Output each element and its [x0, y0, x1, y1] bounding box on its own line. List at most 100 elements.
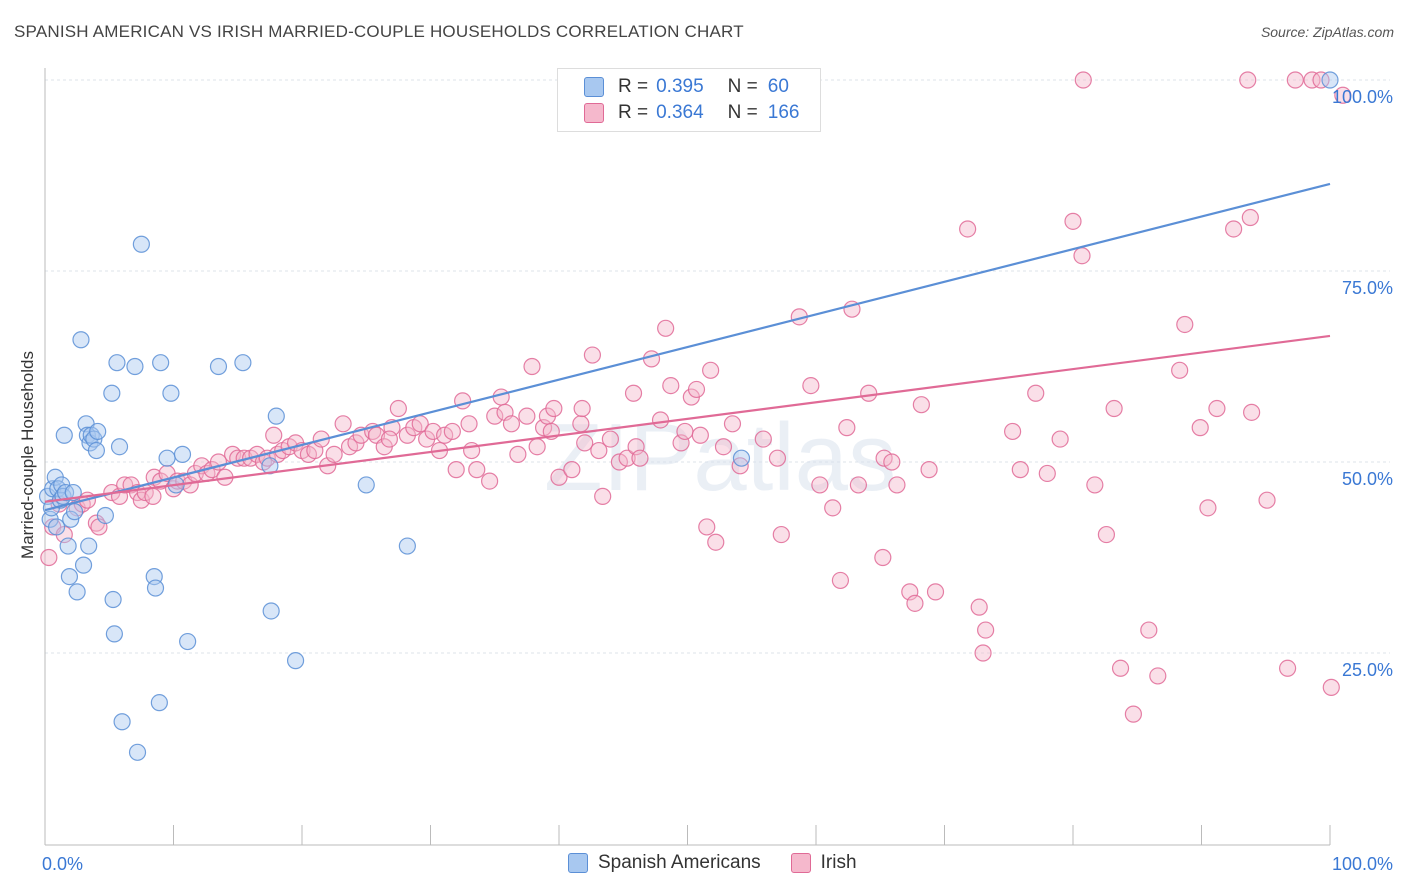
x-tick-label: 0.0%: [42, 854, 83, 874]
spanish-american-point: [72, 331, 90, 349]
irish-point: [1208, 399, 1226, 418]
spanish-american-point: [59, 537, 77, 555]
irish-point: [492, 388, 510, 406]
irish-point: [573, 399, 591, 418]
irish-point: [594, 487, 612, 505]
spanish-american-trend-line: [44, 182, 1331, 512]
irish-point: [563, 461, 581, 479]
legend-swatch-irish: [584, 103, 604, 123]
irish-point: [509, 445, 527, 463]
legend-label-irish: Irish: [820, 852, 857, 873]
irish-point: [714, 438, 733, 456]
irish-point: [888, 476, 906, 494]
spanish-american-point: [150, 694, 168, 712]
irish-point: [550, 468, 568, 486]
irish-point: [1140, 621, 1158, 639]
legend-label-spanish-americans: Spanish Americans: [598, 852, 761, 873]
irish-point: [698, 518, 716, 536]
legend-r-label: R =: [618, 102, 649, 123]
irish-point: [380, 430, 398, 448]
irish-point: [601, 430, 620, 448]
legend-item-irish[interactable]: Irish: [790, 852, 857, 874]
spanish-american-point: [74, 556, 93, 574]
irish-point: [691, 426, 709, 444]
irish-point: [1171, 361, 1189, 379]
spanish-american-point: [132, 235, 150, 253]
irish-point: [610, 453, 628, 471]
irish-point: [40, 548, 58, 567]
irish-point: [583, 346, 602, 364]
irish-point: [545, 399, 563, 418]
irish-point: [702, 361, 720, 379]
irish-trend-line: [44, 334, 1331, 503]
irish-point: [518, 407, 536, 425]
spanish-american-point: [55, 426, 73, 444]
spanish-american-point: [162, 384, 180, 402]
irish-point: [389, 399, 407, 418]
irish-point: [906, 594, 924, 612]
spanish-american-point: [158, 449, 176, 467]
irish-point: [1074, 71, 1092, 89]
irish-point: [468, 461, 486, 479]
irish-point: [1149, 667, 1167, 685]
spanish-american-point: [103, 384, 121, 402]
series-legend: Spanish Americans Irish: [568, 852, 887, 874]
irish-point: [874, 548, 892, 567]
legend-r-value: 0.395: [656, 76, 704, 97]
tick-labels: 25.0% 50.0% 75.0% 100.0% 0.0% 100.0%: [42, 87, 1393, 874]
irish-point: [447, 461, 465, 479]
irish-point: [1258, 491, 1276, 509]
irish-point: [811, 476, 829, 494]
axes: [44, 68, 1331, 846]
irish-point: [1176, 315, 1194, 334]
irish-point: [1278, 659, 1297, 677]
irish-point: [707, 533, 725, 551]
irish-point: [1086, 476, 1104, 494]
spanish-american-point: [398, 537, 416, 555]
irish-point: [1124, 705, 1142, 723]
x-tick-label: 100.0%: [1332, 854, 1393, 874]
legend-swatch-spanish-americans: [568, 853, 588, 873]
irish-point: [481, 472, 499, 490]
irish-point: [875, 449, 893, 467]
irish-point: [1111, 659, 1130, 677]
irish-point: [657, 319, 675, 337]
irish-point: [460, 415, 478, 433]
irish-point: [754, 430, 772, 448]
spanish-american-point: [146, 579, 165, 597]
y-tick-label: 100.0%: [1332, 87, 1393, 107]
legend-item-spanish-americans[interactable]: Spanish Americans: [568, 852, 761, 874]
y-axis-label: Married-couple Households: [18, 351, 37, 559]
irish-point: [849, 476, 868, 494]
irish-point: [1191, 419, 1209, 437]
irish-point: [528, 438, 546, 456]
legend-n-label: N =: [727, 76, 758, 97]
legend-n-value: 60: [767, 76, 789, 97]
irish-point: [1322, 678, 1340, 696]
irish-point: [920, 461, 938, 479]
irish-point: [838, 419, 856, 437]
spanish-american-points: [38, 71, 1339, 761]
spanish-american-point: [286, 652, 305, 670]
spanish-american-point: [96, 506, 114, 525]
spanish-american-point: [60, 567, 79, 586]
irish-point: [436, 426, 454, 444]
irish-point: [1038, 464, 1056, 483]
irish-point: [912, 396, 930, 414]
irish-point: [502, 415, 521, 433]
spanish-american-point: [105, 625, 123, 643]
irish-point: [1199, 499, 1217, 517]
irish-point: [723, 415, 742, 433]
irish-point: [631, 449, 649, 467]
source-label: Source: ZipAtlas.com: [1260, 24, 1394, 40]
irish-point: [772, 525, 790, 544]
spanish-american-point: [113, 713, 131, 731]
spanish-american-point: [128, 743, 147, 761]
legend-n-label: N =: [727, 102, 758, 123]
irish-point: [1243, 403, 1261, 421]
irish-point: [1073, 247, 1091, 265]
irish-point: [970, 598, 988, 616]
spanish-american-point: [104, 590, 122, 609]
legend-row-spanish-americans: R = 0.395 N = 60: [584, 75, 789, 99]
